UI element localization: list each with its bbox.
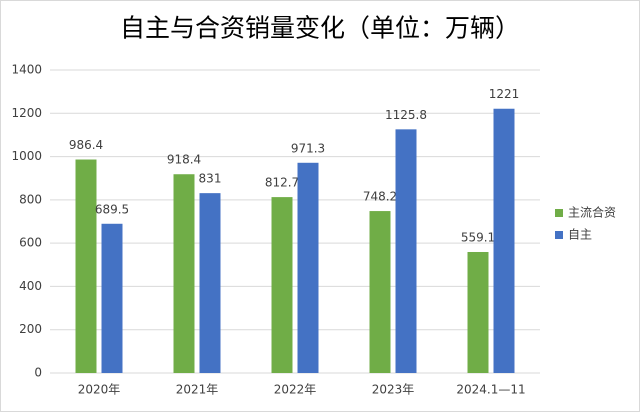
bar: [271, 197, 293, 373]
data-label: 559.1: [461, 230, 495, 244]
data-label: 918.4: [167, 153, 201, 167]
x-tick-label: 2023年: [372, 383, 415, 397]
y-tick-label: 200: [19, 322, 42, 336]
bar: [199, 193, 221, 373]
legend-swatch: [555, 209, 563, 217]
bar: [369, 211, 391, 373]
y-tick-label: 1400: [11, 63, 42, 77]
legend-label: 自主: [568, 228, 592, 242]
legend-label: 主流合资: [568, 205, 616, 220]
data-label: 1125.8: [385, 108, 427, 122]
x-tick-label: 2021年: [176, 383, 219, 397]
data-label: 689.5: [95, 202, 129, 216]
data-label: 971.3: [291, 141, 325, 155]
y-tick-label: 1200: [11, 106, 42, 120]
data-label: 831: [199, 172, 222, 186]
chart-title: 自主与合资销量变化（单位：万辆）: [120, 14, 520, 43]
legend-swatch: [555, 231, 563, 239]
y-tick-label: 0: [34, 366, 42, 380]
data-label: 1221: [489, 87, 520, 101]
bar: [467, 251, 489, 373]
bar: [395, 129, 417, 373]
data-label: 812.7: [265, 176, 299, 190]
y-tick-label: 800: [19, 192, 42, 206]
bar: [101, 223, 123, 373]
x-tick-label: 2022年: [274, 383, 317, 397]
x-tick-label: 2020年: [78, 383, 121, 397]
bar: [493, 108, 515, 373]
bar: [297, 162, 319, 373]
bar: [173, 174, 195, 373]
y-tick-label: 400: [19, 279, 42, 293]
data-label: 986.4: [69, 138, 103, 152]
x-tick-label: 2024.1—11: [456, 383, 525, 397]
bar: [75, 159, 97, 373]
y-tick-label: 1000: [11, 149, 42, 163]
y-tick-label: 600: [19, 236, 42, 250]
data-label: 748.2: [363, 190, 397, 204]
